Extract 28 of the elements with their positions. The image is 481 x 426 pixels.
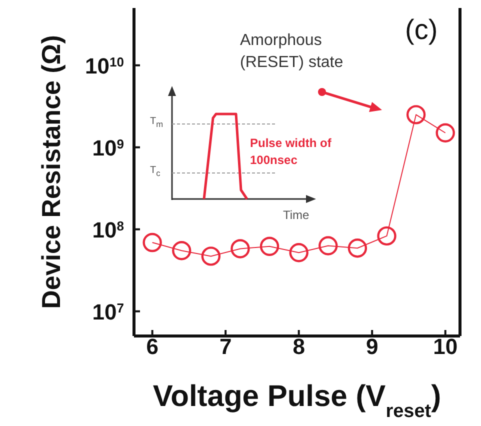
- point: [377, 226, 396, 246]
- x-tick-label: 7: [219, 334, 232, 359]
- x-tick-label: 10: [433, 334, 458, 359]
- annotation: Time: [283, 208, 310, 222]
- point: [260, 236, 280, 256]
- x-axis-title: Voltage Pulse (V$_{reset}$): [152, 380, 442, 422]
- point: [318, 236, 338, 256]
- y-axis-title: Device Resistance (Ω): [36, 35, 66, 309]
- y-tick-label: 10$^{10}$: [85, 53, 124, 78]
- x-tick-label: 9: [366, 334, 378, 359]
- point: [406, 105, 426, 124]
- point: [201, 246, 221, 266]
- y-tick-label: 10$^{9}$: [92, 135, 124, 160]
- point: [289, 243, 308, 262]
- annotation: (c): [405, 14, 438, 46]
- point: [142, 232, 162, 252]
- annotation: Pulse width of 100nsec: [250, 135, 332, 169]
- annotation: Amorphous (RESET) state: [240, 31, 344, 73]
- x-tick-label: 6: [146, 334, 158, 359]
- annotation: T$_{c}$: [150, 165, 160, 178]
- point: [172, 241, 192, 260]
- point: [348, 238, 368, 258]
- y-tick-label: 10$^{8}$: [92, 217, 124, 242]
- x-tick-label: 8: [292, 334, 305, 359]
- point: [436, 123, 455, 142]
- annotation: T$_{m}$: [150, 116, 164, 129]
- y-tick-label: 10$^{7}$: [92, 299, 124, 324]
- point: [230, 239, 250, 258]
